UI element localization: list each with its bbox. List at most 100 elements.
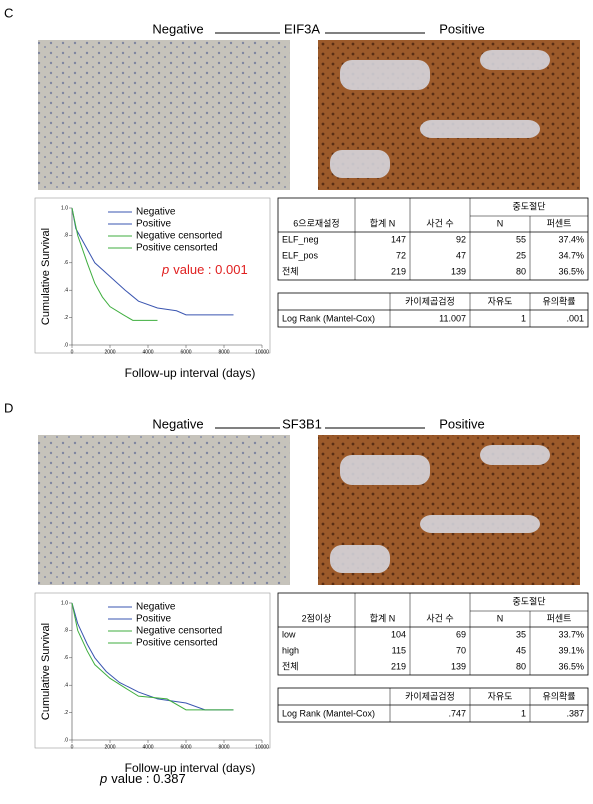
- label: high: [282, 645, 299, 655]
- stroma: [420, 120, 540, 138]
- negative-image: [38, 435, 290, 585]
- label: 219: [391, 266, 406, 276]
- label: 자유도: [488, 296, 513, 306]
- label: N: [497, 218, 504, 228]
- y-axis-label: Cumulative Survival: [40, 228, 52, 325]
- label: D: [4, 400, 13, 415]
- label: 80: [516, 266, 526, 276]
- x-tick-label: 0: [71, 744, 74, 750]
- stroma: [330, 150, 390, 178]
- label: Log Rank (Mantel-Cox): [282, 313, 375, 323]
- y-tick-label: .4: [64, 288, 68, 294]
- x-tick-label: 2000: [104, 349, 115, 355]
- label: 147: [391, 234, 406, 244]
- stroma: [330, 545, 390, 573]
- y-tick-label: .8: [64, 628, 68, 634]
- label: low: [282, 629, 296, 639]
- y-tick-label: .6: [64, 655, 68, 661]
- label: 115: [392, 645, 406, 655]
- stroma: [480, 445, 550, 465]
- label: 전체: [282, 661, 299, 671]
- p-text: value : 0.387: [111, 771, 185, 786]
- legend-entry: Negative: [136, 602, 176, 613]
- y-tick-label: 1.0: [61, 205, 68, 211]
- label: .747: [448, 708, 466, 718]
- survival-curve: [71, 602, 234, 711]
- stroma: [340, 60, 430, 90]
- x-tick-label: 4000: [142, 349, 153, 355]
- label: 36.5%: [558, 661, 584, 671]
- label: 1: [521, 708, 526, 718]
- x-tick-label: 10000: [255, 349, 269, 355]
- label: Negative: [152, 21, 203, 36]
- label: 39.1%: [558, 645, 584, 655]
- table-frame: [277, 197, 589, 281]
- stroma: [340, 455, 430, 485]
- x-tick-label: 8000: [218, 349, 229, 355]
- p-symbol: p: [161, 262, 169, 277]
- label: 92: [456, 234, 466, 244]
- label: 104: [391, 629, 406, 639]
- chart-frame: [34, 197, 271, 354]
- negative-image: [38, 40, 290, 190]
- x-tick-label: 2000: [104, 744, 115, 750]
- label: 2점이상: [302, 612, 332, 623]
- x-tick-label: 6000: [180, 349, 191, 355]
- y-tick-label: .4: [64, 683, 68, 689]
- label: 70: [456, 645, 466, 655]
- label: .387: [566, 708, 584, 718]
- label: ELF_pos: [282, 250, 319, 260]
- x-tick-label: 6000: [180, 744, 191, 750]
- survival-curve: [71, 207, 158, 321]
- label: 139: [451, 266, 466, 276]
- label: N: [497, 613, 504, 623]
- label: 1: [521, 313, 526, 323]
- stroma: [420, 515, 540, 533]
- label: 45: [516, 645, 526, 655]
- label: Positive: [439, 416, 485, 431]
- p-value: p value : 0.387: [99, 771, 186, 786]
- legend-entry: Negative censorted: [136, 231, 222, 242]
- label: 33.7%: [558, 629, 584, 639]
- label: 중도절단: [512, 200, 545, 211]
- stroma: [480, 50, 550, 70]
- label: 139: [451, 661, 466, 671]
- y-tick-label: .6: [64, 260, 68, 266]
- label: 72: [396, 250, 406, 260]
- x-axis-label: Follow-up interval (days): [125, 761, 256, 775]
- label: Positive: [439, 21, 485, 36]
- label: 55: [516, 234, 526, 244]
- label: 중도절단: [512, 595, 545, 606]
- label: 37.4%: [558, 234, 584, 244]
- legend-entry: Positive censorted: [136, 243, 218, 254]
- label: 자유도: [488, 691, 513, 701]
- label: 카이제곱검정: [405, 295, 455, 306]
- label: 사건 수: [426, 613, 453, 623]
- label: 유의확률: [542, 295, 575, 306]
- legend-entry: Positive: [136, 219, 171, 230]
- legend-entry: Negative censorted: [136, 626, 222, 637]
- label: 퍼센트: [547, 613, 572, 623]
- label: 80: [516, 661, 526, 671]
- p-value: p value : 0.001: [161, 262, 248, 277]
- label: 11.007: [439, 313, 466, 323]
- x-tick-label: 0: [71, 349, 74, 355]
- label: 36.5%: [558, 266, 584, 276]
- x-tick-label: 10000: [255, 744, 269, 750]
- label: 6으로재설정: [293, 218, 339, 228]
- y-tick-label: .2: [64, 315, 68, 321]
- label: 219: [391, 661, 406, 671]
- label: 25: [516, 250, 526, 260]
- x-tick-label: 4000: [142, 744, 153, 750]
- y-tick-label: .0: [64, 342, 68, 348]
- label: 35: [516, 629, 526, 639]
- survival-curve: [71, 602, 234, 711]
- y-tick-label: .2: [64, 710, 68, 716]
- y-tick-label: .0: [64, 737, 68, 743]
- label: 카이제곱검정: [405, 690, 455, 701]
- label: 합계 N: [370, 217, 396, 228]
- legend-entry: Negative: [136, 207, 176, 218]
- table-frame: [277, 592, 589, 676]
- label: 전체: [282, 266, 299, 276]
